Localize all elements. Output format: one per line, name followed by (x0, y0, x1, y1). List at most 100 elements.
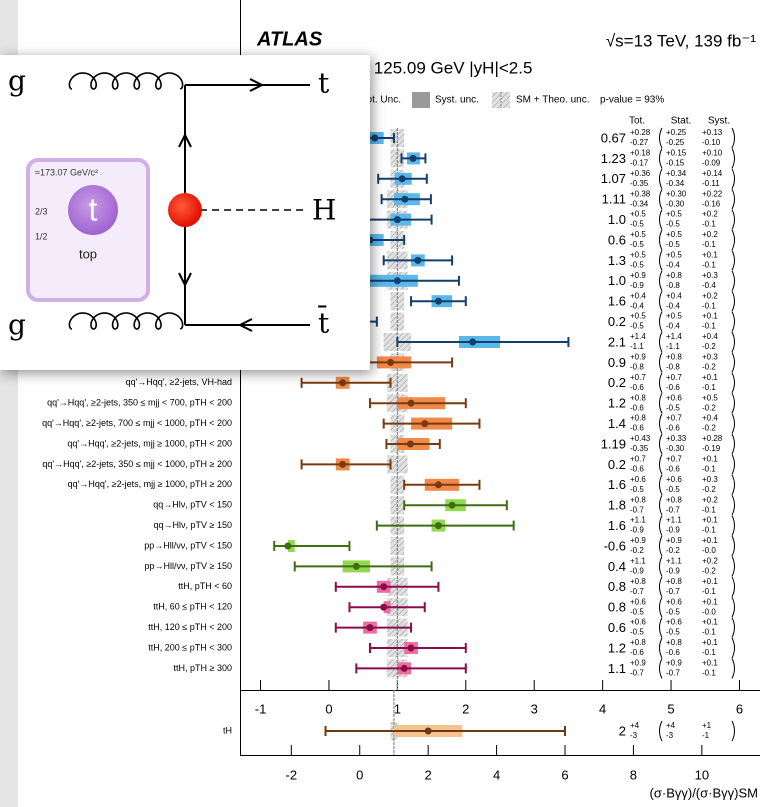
tot-up-label: +0.8 (630, 577, 646, 586)
feynman-overlay: ≈173.07 GeV/c² 2/3 1/2 t top g g t H t̄ (0, 55, 370, 370)
stat-up-label: +0.5 (666, 312, 682, 321)
stat-up-label: +4 (666, 721, 676, 730)
stat-down-label: -0.9 (666, 526, 680, 535)
tot-down-label: -0.5 (630, 240, 644, 249)
tot-down-label: -0.35 (630, 179, 649, 188)
syst-up-label: +0.1 (702, 577, 718, 586)
point (371, 134, 379, 142)
value-label: 2.1 (608, 334, 626, 349)
value-label: 1.23 (601, 151, 626, 166)
tot-down-label: -0.7 (630, 505, 644, 514)
stat-down-label: -0.7 (666, 587, 680, 596)
vertex (168, 193, 202, 227)
x-tick-label: 6 (736, 701, 743, 716)
stat-up-label: +0.8 (666, 577, 682, 586)
point (339, 379, 347, 387)
parenthesis (659, 148, 663, 169)
syst-up-label: +0.1 (702, 597, 718, 606)
point (469, 338, 477, 346)
point (421, 420, 429, 428)
stat-up-label: +1.1 (666, 516, 682, 525)
value-label: 0.6 (608, 620, 626, 635)
value-label: 1.11 (602, 192, 626, 207)
tot-up-label: +0.5 (630, 251, 646, 260)
tot-down-label: -0.5 (630, 322, 644, 331)
stat-down-label: -0.5 (666, 240, 680, 249)
stat-up-label: +0.6 (666, 393, 682, 402)
syst-up-label: +1 (702, 721, 712, 730)
x-tick-label: 6 (561, 767, 568, 782)
parenthesis (731, 413, 735, 434)
stat-down-label: -0.4 (666, 322, 680, 331)
stat-up-label: +0.7 (666, 414, 682, 423)
x-tick-label: 2 (425, 767, 432, 782)
syst-down-label: -0.11 (702, 179, 720, 188)
parenthesis (731, 515, 735, 536)
stat-up-label: +0.6 (666, 475, 682, 484)
parenthesis (731, 270, 735, 292)
tot-down-label: -0.7 (630, 669, 644, 678)
tot-up-label: +0.5 (630, 210, 646, 219)
point (414, 256, 422, 264)
tot-down-label: -0.6 (630, 403, 644, 412)
column-header: Tot. (629, 116, 645, 127)
parenthesis (731, 617, 735, 638)
point (401, 195, 409, 203)
tot-up-label: +0.6 (630, 618, 646, 627)
tot-up-label: +0.28 (630, 128, 651, 137)
row-label: qq'→Hqq', ≥2-jets, mjj ≥ 1000, pTH ≥ 200 (68, 479, 232, 489)
tot-down-label: -0.8 (630, 363, 644, 372)
parenthesis (731, 229, 735, 251)
parenthesis (659, 556, 663, 577)
syst-down-label: -0.1 (702, 505, 716, 514)
stat-up-label: +0.5 (666, 251, 682, 260)
row-label: pp→Hll/νν, pTV < 150 (144, 540, 232, 550)
card-symbol: t (89, 191, 98, 227)
tot-down-label: -3 (630, 731, 638, 740)
arrow (237, 318, 253, 332)
gluon (68, 312, 184, 330)
parenthesis (659, 658, 663, 679)
tot-down-label: -0.2 (630, 546, 644, 555)
syst-up-label: +0.1 (702, 251, 718, 260)
parenthesis (659, 188, 663, 210)
parenthesis (659, 576, 663, 598)
value-label: 1.4 (608, 416, 626, 431)
row-label: qq'→Hqq', ≥2-jets, mjj ≥ 1000, pTH < 200 (67, 438, 232, 448)
syst-down-label: -0.19 (702, 444, 721, 453)
tot-up-label: +0.7 (630, 455, 646, 464)
p-value: p-value = 93% (600, 95, 664, 106)
value-label: 0.8 (608, 579, 626, 594)
tot-down-label: -0.5 (630, 607, 644, 616)
stat-up-label: +0.5 (666, 210, 682, 219)
stat-up-label: +0.33 (666, 434, 687, 443)
stat-down-label: -0.25 (666, 138, 685, 147)
stat-down-label: -1.1 (666, 342, 680, 351)
syst-down-label: -0.2 (702, 363, 716, 372)
syst-down-label: -0.2 (702, 485, 716, 494)
value-label: 0.2 (608, 314, 626, 329)
point (352, 562, 360, 570)
stat-up-label: +0.8 (666, 638, 682, 647)
stat-down-label: -0.34 (666, 179, 685, 188)
syst-up-label: +0.4 (702, 332, 718, 341)
tot-down-label: -0.6 (630, 383, 644, 392)
point (409, 154, 417, 162)
row-label: qq'→Hqq', ≥2-jets, 350 ≤ mjj < 1000, pTH… (42, 459, 232, 469)
point (380, 583, 388, 591)
parenthesis (731, 331, 735, 353)
parenthesis (659, 209, 663, 230)
parenthesis (731, 658, 735, 679)
tot-down-label: -0.5 (630, 628, 644, 637)
card-mass: ≈173.07 GeV/c² (35, 167, 98, 177)
tot-down-label: -0.6 (630, 424, 644, 433)
column-header: Stat. (671, 116, 692, 127)
parenthesis (731, 494, 735, 516)
x-tick-label: 10 (695, 767, 709, 782)
column-header: Syst. (708, 116, 730, 127)
syst-up-label: +0.28 (702, 434, 723, 443)
parenthesis (659, 168, 663, 190)
legend-label: Tot. Unc. (362, 95, 401, 106)
syst-up-label: +0.2 (702, 557, 718, 566)
